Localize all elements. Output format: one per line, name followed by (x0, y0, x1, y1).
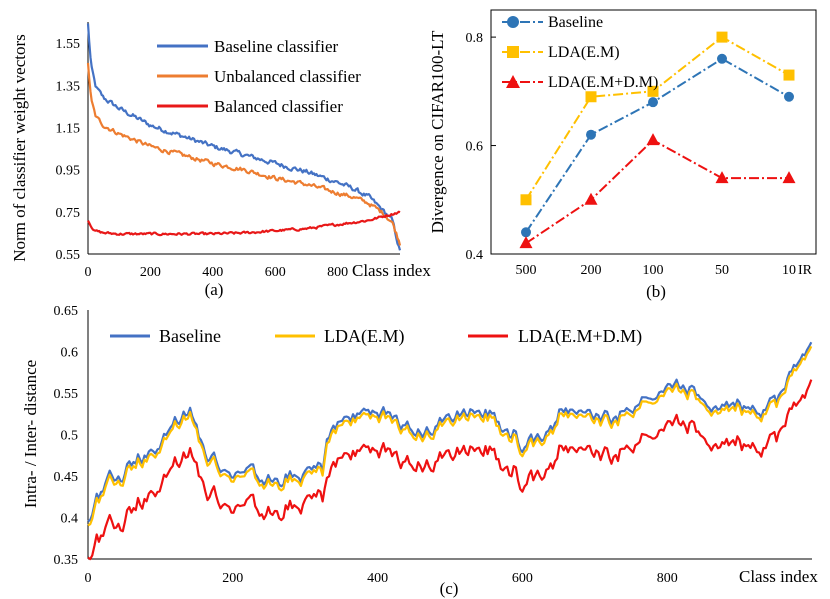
legend-label-c-lda-em: LDA(E.M) (324, 326, 404, 347)
panel-c-x-tick-label: 600 (512, 571, 533, 586)
data-point-lda-e-m-d-m (584, 192, 598, 205)
data-point-baseline (648, 97, 658, 108)
legend-label-b-lda-emdm: LDA(E.M+D.M) (548, 74, 658, 91)
panel-b-caption: (b) (646, 282, 666, 301)
panel-a-caption: (a) (205, 280, 224, 299)
panel-b-x-tick-label: 500 (516, 263, 537, 278)
panel-c-y-tick-label: 0.65 (54, 304, 79, 319)
series-line-lda-e-m-d-m (87, 379, 813, 561)
panel-c-chart: 0.350.40.450.50.550.60.65 0 200 400 600 800 … (21, 304, 818, 598)
series-line-baseline-classifier (86, 23, 402, 251)
panel-c-x-tick-label: 0 (85, 571, 92, 586)
legend-label-c-baseline: Baseline (159, 326, 221, 346)
panel-b-x-tick-label: 100 (643, 263, 664, 278)
data-point-lda-e-m (585, 91, 597, 103)
panel-c-y-label: Intra- / Inter- distance (21, 360, 40, 508)
panel-b-y-tick-label: 0.8 (466, 31, 484, 46)
panel-a-x-tick-label: 800 (327, 265, 348, 280)
legend-marker-b-lda-em (507, 46, 519, 58)
panel-c-x-tick-label: 200 (222, 571, 243, 586)
data-point-lda-e-m (783, 69, 795, 81)
panel-a-y-label: Norm of classifier weight vectors (10, 34, 29, 262)
panel-c-y-tick-label: 0.5 (61, 429, 79, 444)
legend-marker-b-baseline (507, 16, 519, 28)
panel-a-x-tick-label: 600 (265, 265, 286, 280)
panel-a-y-tick-label: 0.75 (56, 206, 81, 221)
panel-a-x-label: Class index (352, 261, 431, 280)
series-line-balanced-classifier (87, 210, 401, 237)
panel-c-legend: Baseline LDA(E.M) LDA(E.M+D.M) (110, 326, 642, 347)
panel-b-y-tick-label: 0.4 (466, 248, 484, 263)
series-line-lda-e-m-d-m (525, 138, 789, 245)
data-point-lda-e-m-d-m (519, 236, 533, 249)
panel-b-frame (490, 9, 817, 255)
series-line-baseline (87, 341, 813, 523)
panel-c-caption: (c) (440, 579, 459, 598)
panel-a-y-tick-label: 1.55 (56, 37, 81, 52)
legend-label-b-baseline: Baseline (548, 14, 603, 31)
legend-label-unbalanced-classifier: Unbalanced classifier (214, 67, 361, 86)
data-point-baseline (521, 227, 531, 238)
panel-b-legend: Baseline LDA(E.M) LDA(E.M+D.M) (502, 14, 658, 91)
data-point-lda-e-m-d-m (782, 171, 796, 184)
data-point-lda-e-m (520, 194, 532, 206)
data-point-lda-e-m (647, 85, 659, 97)
legend-label-c-lda-emdm: LDA(E.M+D.M) (518, 326, 642, 347)
legend-label-balanced-classifier: Balanced classifier (214, 97, 343, 116)
panel-a-y-tick-label: 1.35 (56, 79, 81, 94)
panel-a-y-tick-label: 0.95 (56, 164, 81, 179)
data-point-baseline (586, 129, 596, 140)
panel-a-chart: 0.55 0.75 0.95 1.15 1.35 1.55 0 200 400 600 800 C… (10, 22, 431, 299)
data-point-lda-e-m-d-m (715, 171, 729, 184)
panel-b-x-tick-label: 200 (581, 263, 602, 278)
data-point-lda-e-m-d-m (646, 133, 660, 146)
panel-c-y-tick-label: 0.35 (54, 553, 79, 568)
panel-b-x-tick-label: 10 (782, 263, 796, 278)
legend-label-b-lda-em: LDA(E.M) (548, 44, 620, 61)
panel-c-y-tick-label: 0.55 (54, 387, 79, 402)
panel-b-y-tick-label: 0.6 (466, 140, 484, 155)
legend-marker-b-lda-emdm (506, 75, 520, 88)
data-point-baseline (784, 91, 794, 102)
panel-c-x-label: Class index (739, 567, 818, 586)
panel-a-legend: Baseline classifier Unbalanced classifie… (157, 37, 361, 116)
panel-b-chart: 0.4 0.6 0.8 500 200 100 50 10 IR Divergence on… (428, 9, 817, 301)
panel-a-x-tick-label: 400 (202, 265, 223, 280)
panel-c-y-tick-label: 0.45 (54, 470, 79, 485)
data-point-baseline (717, 53, 727, 64)
data-point-lda-e-m (716, 31, 728, 43)
series-line-lda-e-m (525, 35, 790, 201)
panel-b-x-label: IR (798, 263, 813, 278)
panel-a-y-tick-label: 1.15 (56, 121, 81, 136)
panel-c-y-tick-label: 0.4 (61, 512, 79, 527)
panel-b-y-label: Divergence on CIFAR100-LT (428, 30, 447, 233)
panel-c-y-tick-label: 0.6 (61, 346, 79, 361)
legend-label-baseline-classifier: Baseline classifier (214, 37, 338, 56)
panel-a-y-tick-label: 0.55 (56, 248, 81, 263)
panel-c-x-tick-label: 800 (657, 571, 678, 586)
panel-a-x-tick-label: 0 (85, 265, 92, 280)
series-line-lda-e-m (87, 345, 813, 527)
panel-a-x-tick-label: 200 (140, 265, 161, 280)
series-line-unbalanced-classifier (86, 62, 402, 246)
panel-c-x-tick-label: 400 (367, 571, 388, 586)
panel-b-x-tick-label: 50 (715, 263, 729, 278)
